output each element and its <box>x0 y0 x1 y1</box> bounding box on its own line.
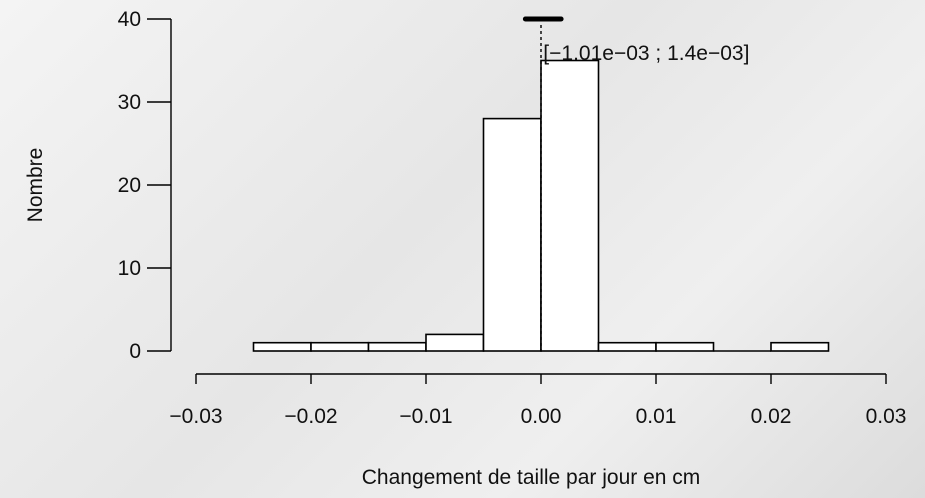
x-tick-label: 0.03 <box>866 405 907 428</box>
y-tick-label: 0 <box>129 340 141 363</box>
histogram-bar <box>425 333 485 352</box>
x-tick-label: 0.02 <box>751 405 792 428</box>
histogram-bar <box>655 341 715 352</box>
histogram-bar <box>540 59 600 352</box>
histogram-bar <box>482 117 542 352</box>
x-tick-label: 0.01 <box>636 405 677 428</box>
histogram-bar <box>770 341 830 352</box>
histogram-bar <box>597 341 657 352</box>
x-tick-label: −0.01 <box>399 405 452 428</box>
histogram-bar <box>252 341 312 352</box>
y-tick-label: 10 <box>118 257 141 280</box>
y-tick-label: 30 <box>118 91 141 114</box>
x-axis-title: Changement de taille par jour en cm <box>362 466 701 489</box>
histogram-bar <box>367 341 427 352</box>
interval-label: [−1.01e−03 ; 1.4e−03] <box>543 42 749 65</box>
x-axis: −0.03 −0.02 −0.01 0.00 0.01 0.02 0.03 <box>169 373 907 428</box>
histogram-bar <box>310 341 370 352</box>
y-tick-label: 40 <box>118 8 141 31</box>
y-tick-label: 20 <box>118 174 141 197</box>
histogram-bars <box>252 59 830 352</box>
x-tick-label: 0.00 <box>521 405 562 428</box>
y-axis: 0 10 20 30 40 <box>118 8 172 363</box>
x-tick-label: −0.02 <box>284 405 337 428</box>
x-tick-label: −0.03 <box>169 405 222 428</box>
reference-line-group <box>522 16 564 351</box>
y-axis-title: Nombre <box>24 148 47 223</box>
